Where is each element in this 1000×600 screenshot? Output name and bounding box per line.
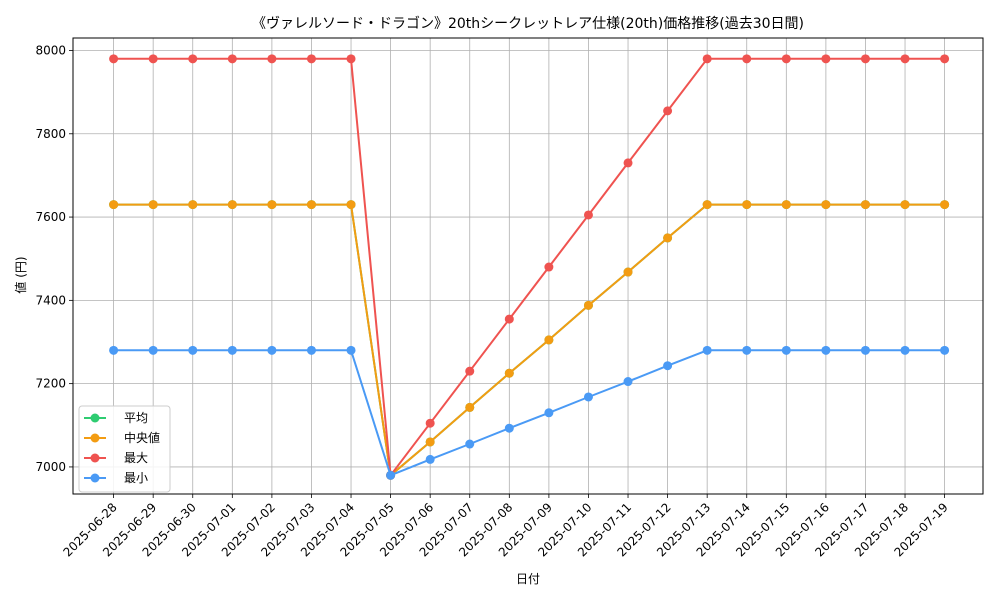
- data-point: [148, 54, 158, 64]
- data-point: [940, 200, 950, 210]
- data-point: [148, 200, 158, 210]
- data-point: [504, 314, 514, 324]
- data-point: [504, 368, 514, 378]
- y-tick-label: 7800: [35, 127, 66, 141]
- data-point: [583, 210, 593, 220]
- legend-label: 最小: [124, 471, 148, 485]
- data-point: [821, 54, 831, 64]
- data-point: [940, 54, 950, 64]
- data-point: [267, 54, 277, 64]
- data-point: [860, 54, 870, 64]
- y-tick-label: 7000: [35, 460, 66, 474]
- data-point: [583, 392, 593, 402]
- legend-item: 平均: [84, 411, 148, 425]
- data-point: [781, 345, 791, 355]
- data-point: [623, 377, 633, 387]
- data-point: [386, 470, 396, 480]
- y-tick-label: 7600: [35, 210, 66, 224]
- y-tick-label: 7400: [35, 293, 66, 307]
- y-axis-label: 値 (円): [13, 256, 28, 293]
- data-point: [227, 345, 237, 355]
- data-point: [544, 408, 554, 418]
- y-tick-label: 8000: [35, 43, 66, 57]
- data-point: [702, 345, 712, 355]
- chart-title: 《ヴァレルソード・ドラゴン》20thシークレットレア仕様(20th)価格推移(過…: [252, 15, 804, 32]
- legend-label: 中央値: [124, 430, 160, 445]
- data-point: [465, 366, 475, 376]
- data-point: [544, 262, 554, 272]
- plot-area-frame: [72, 37, 984, 495]
- data-point: [821, 200, 831, 210]
- data-point: [583, 300, 593, 310]
- data-point: [346, 345, 356, 355]
- data-point: [623, 267, 633, 277]
- legend-box: [78, 405, 171, 493]
- data-point: [425, 418, 435, 428]
- data-point: [900, 345, 910, 355]
- data-point: [148, 345, 158, 355]
- data-point: [900, 54, 910, 64]
- legend-item: 中央値: [84, 430, 160, 445]
- y-axis: 7000 7200 7400 7600 7800 8000: [35, 43, 73, 474]
- data-point: [544, 335, 554, 345]
- legend-swatch-marker: [90, 413, 100, 423]
- series-line: [113, 349, 945, 477]
- data-point: [227, 54, 237, 64]
- data-point: [346, 200, 356, 210]
- series-line: [113, 203, 945, 477]
- data-point: [663, 106, 673, 116]
- grid-layer: [73, 38, 983, 494]
- data-point: [267, 200, 277, 210]
- data-point: [109, 345, 119, 355]
- data-point: [781, 200, 791, 210]
- data-point: [306, 54, 316, 64]
- data-point: [702, 54, 712, 64]
- data-point: [623, 158, 633, 168]
- data-point: [267, 345, 277, 355]
- data-point: [742, 200, 752, 210]
- data-point: [465, 402, 475, 412]
- data-point: [940, 345, 950, 355]
- legend-swatch-marker: [90, 433, 100, 443]
- legend-item: 最大: [84, 451, 148, 465]
- legend-swatch-marker: [90, 473, 100, 483]
- data-point: [781, 54, 791, 64]
- y-tick-label: 7200: [35, 377, 66, 391]
- data-point: [188, 54, 198, 64]
- series-line: [113, 57, 945, 477]
- data-point: [109, 54, 119, 64]
- data-point: [425, 454, 435, 464]
- data-point: [860, 345, 870, 355]
- legend-label: 平均: [124, 411, 148, 425]
- data-point: [306, 345, 316, 355]
- data-point: [306, 200, 316, 210]
- data-point: [742, 345, 752, 355]
- data-point: [742, 54, 752, 64]
- legend-label: 最大: [124, 451, 148, 465]
- data-point: [702, 200, 712, 210]
- data-point: [227, 200, 237, 210]
- data-point: [900, 200, 910, 210]
- series-layer: [109, 54, 950, 480]
- data-point: [346, 54, 356, 64]
- data-point: [663, 233, 673, 243]
- data-point: [109, 200, 119, 210]
- legend-item: 最小: [84, 471, 148, 485]
- data-point: [821, 345, 831, 355]
- data-point: [465, 439, 475, 449]
- data-point: [663, 361, 673, 371]
- data-point: [425, 437, 435, 447]
- series-group: [109, 345, 950, 480]
- legend-swatch-marker: [90, 453, 100, 463]
- data-point: [188, 345, 198, 355]
- data-point: [860, 200, 870, 210]
- data-point: [504, 423, 514, 433]
- data-point: [188, 200, 198, 210]
- x-axis-label: 日付: [516, 572, 540, 586]
